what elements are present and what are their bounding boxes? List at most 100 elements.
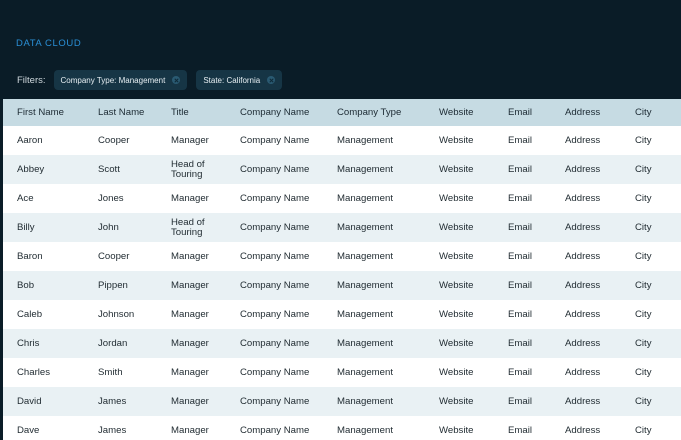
filters-label: Filters: xyxy=(17,74,46,86)
table-cell-company-name: Company Name xyxy=(240,425,310,436)
table-cell-email: Email xyxy=(508,164,532,175)
table-cell-address: Address xyxy=(565,193,601,204)
table-cell-title: Manager xyxy=(171,425,209,436)
table-cell-city: City xyxy=(635,164,652,175)
table-cell-website: Website xyxy=(439,280,474,291)
table-cell-title: Manager xyxy=(171,193,209,204)
table-cell-company-name: Company Name xyxy=(240,280,310,291)
table-row[interactable]: Caleb Johnson Manager Company Name Managemen… xyxy=(3,300,681,329)
table-cell-address: Address xyxy=(565,280,601,291)
table-cell-website: Website xyxy=(439,309,474,320)
table-header-row: First Name Last Name Title Company Name Comp… xyxy=(3,99,681,126)
column-header-website[interactable]: Website xyxy=(439,107,474,118)
table-cell-title: Manager xyxy=(171,280,209,291)
table-cell-email: Email xyxy=(508,193,532,204)
table-cell-city: City xyxy=(635,135,652,146)
column-header-title[interactable]: Title xyxy=(171,107,189,118)
table-cell-last-name: James xyxy=(98,396,127,407)
table-cell-city: City xyxy=(635,338,652,349)
table-cell-website: Website xyxy=(439,425,474,436)
filter-chip-state[interactable]: State: California xyxy=(196,70,283,90)
table-cell-address: Address xyxy=(565,367,601,378)
table-cell-company-name: Company Name xyxy=(240,309,310,320)
table-cell-city: City xyxy=(635,222,652,233)
table-row[interactable]: Dave James Manager Company Name Management We… xyxy=(3,416,681,440)
table-cell-city: City xyxy=(635,396,652,407)
table-row[interactable]: Baron Cooper Manager Company Name Management… xyxy=(3,242,681,271)
table-cell-first-name: Chris xyxy=(17,338,40,349)
table-cell-email: Email xyxy=(508,425,532,436)
table-cell-company-type: Management xyxy=(337,251,393,262)
table-cell-email: Email xyxy=(508,135,532,146)
brand-logo[interactable]: DATA CLOUD xyxy=(16,38,82,49)
remove-filter-icon[interactable] xyxy=(172,76,181,84)
table-cell-address: Address xyxy=(565,164,601,175)
table-cell-website: Website xyxy=(439,396,474,407)
table-cell-email: Email xyxy=(508,309,532,320)
table-cell-website: Website xyxy=(439,222,474,233)
table-cell-address: Address xyxy=(565,251,601,262)
table-cell-title: Head of Touring xyxy=(171,158,205,180)
table-cell-last-name: Cooper xyxy=(98,251,130,262)
table-cell-company-name: Company Name xyxy=(240,193,310,204)
column-header-company-name[interactable]: Company Name xyxy=(240,107,310,118)
table-row[interactable]: David James Manager Company Name Management W… xyxy=(3,387,681,416)
table-cell-email: Email xyxy=(508,396,532,407)
table-cell-first-name: Bob xyxy=(17,280,35,291)
table-row[interactable]: Bob Pippen Manager Company Name Management We… xyxy=(3,271,681,300)
table-cell-first-name: Baron xyxy=(17,251,43,262)
table-cell-last-name: Scott xyxy=(98,164,120,175)
table-cell-first-name: Billy xyxy=(17,222,35,233)
table-cell-email: Email xyxy=(508,251,532,262)
table-cell-city: City xyxy=(635,367,652,378)
table-cell-title: Manager xyxy=(171,309,209,320)
column-header-last-name[interactable]: Last Name xyxy=(98,107,145,118)
filter-chip-company-type[interactable]: Company Type: Management xyxy=(53,70,188,90)
table-cell-address: Address xyxy=(565,338,601,349)
filters-bar: Filters: Company Type: Management State:… xyxy=(17,69,291,91)
table-cell-company-name: Company Name xyxy=(240,367,310,378)
table-cell-first-name: David xyxy=(17,396,42,407)
table-cell-city: City xyxy=(635,193,652,204)
table-cell-email: Email xyxy=(508,338,532,349)
table-cell-company-name: Company Name xyxy=(240,222,310,233)
table-cell-website: Website xyxy=(439,164,474,175)
table-cell-email: Email xyxy=(508,367,532,378)
table-cell-website: Website xyxy=(439,135,474,146)
table-cell-first-name: Abbey xyxy=(17,164,45,175)
table-row[interactable]: Billy John Head of Touring Company Name Mana… xyxy=(3,213,681,242)
table-row[interactable]: Ace Jones Manager Company Name Management Web… xyxy=(3,184,681,213)
table-cell-company-type: Management xyxy=(337,367,393,378)
table-cell-company-name: Company Name xyxy=(240,396,310,407)
remove-filter-icon[interactable] xyxy=(267,76,276,84)
table-row[interactable]: Aaron Cooper Manager Company Name Management… xyxy=(3,126,681,155)
table-row[interactable]: Charles Smith Manager Company Name Managemen… xyxy=(3,358,681,387)
table-cell-last-name: Johnson xyxy=(98,309,135,320)
table-row[interactable]: Abbey Scott Head of Touring Company Name Man… xyxy=(3,155,681,184)
table-cell-last-name: Pippen xyxy=(98,280,128,291)
column-header-company-type[interactable]: Company Type xyxy=(337,107,402,118)
table-cell-company-name: Company Name xyxy=(240,251,310,262)
table-cell-address: Address xyxy=(565,396,601,407)
table-cell-company-type: Management xyxy=(337,396,393,407)
table-cell-email: Email xyxy=(508,280,532,291)
table-cell-title: Manager xyxy=(171,251,209,262)
table-cell-title: Manager xyxy=(171,135,209,146)
table-cell-first-name: Ace xyxy=(17,193,34,204)
column-header-first-name[interactable]: First Name xyxy=(17,107,64,118)
table-row[interactable]: Chris Jordan Manager Company Name Management… xyxy=(3,329,681,358)
column-header-email[interactable]: Email xyxy=(508,107,532,118)
table-body: Aaron Cooper Manager Company Name Management… xyxy=(3,126,681,440)
table-cell-title: Manager xyxy=(171,338,209,349)
table-cell-company-name: Company Name xyxy=(240,164,310,175)
table-cell-company-type: Management xyxy=(337,338,393,349)
filter-chip-label: Company Type: Management xyxy=(60,75,166,85)
table-cell-first-name: Charles xyxy=(17,367,51,378)
results-table-container[interactable]: First Name Last Name Title Company Name Comp… xyxy=(3,99,681,440)
table-cell-company-type: Management xyxy=(337,135,393,146)
column-header-address[interactable]: Address xyxy=(565,107,601,118)
column-header-city[interactable]: City xyxy=(635,107,652,118)
table-cell-last-name: Cooper xyxy=(98,135,130,146)
table-cell-last-name: John xyxy=(98,222,119,233)
